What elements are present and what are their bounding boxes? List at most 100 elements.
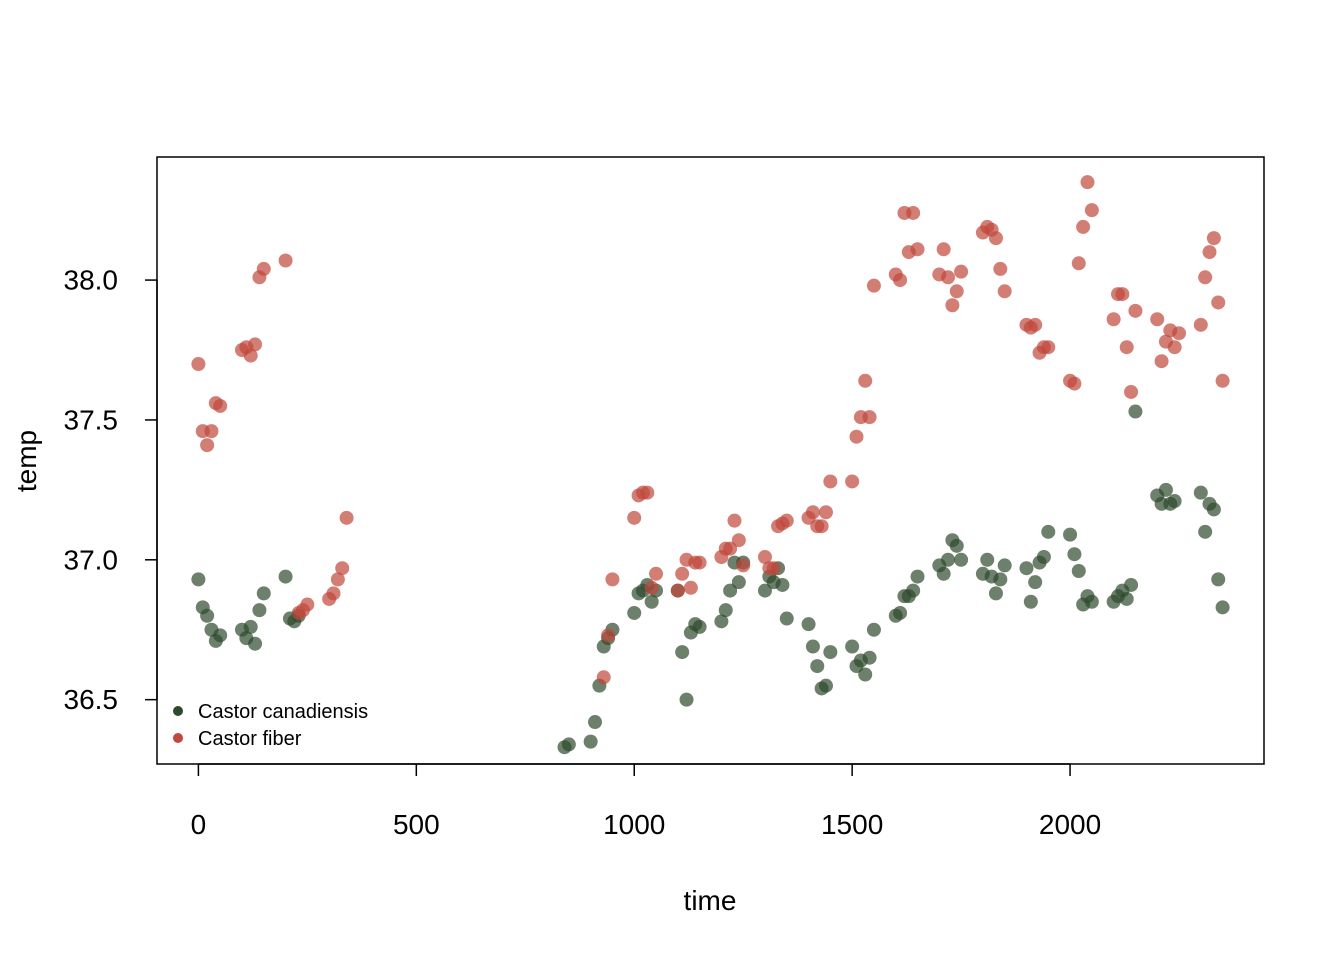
point-s0-12	[278, 569, 293, 584]
point-s1-0	[191, 356, 206, 371]
point-s1-9	[248, 337, 263, 352]
point-s1-21	[596, 670, 611, 685]
point-s1-12	[278, 253, 293, 268]
y-tick-label-2: 37.5	[64, 404, 119, 435]
legend-marker-fiber	[173, 733, 183, 743]
point-s1-94	[1124, 384, 1139, 399]
point-s0-59	[866, 622, 881, 637]
point-s1-67	[936, 242, 951, 257]
point-s0-57	[858, 667, 873, 682]
point-s1-42	[757, 550, 772, 565]
point-s0-104	[1206, 502, 1221, 517]
point-s1-96	[1150, 312, 1165, 327]
point-s0-0	[191, 572, 206, 587]
point-s1-40	[731, 533, 746, 548]
point-s1-49	[805, 505, 820, 520]
point-s0-37	[718, 603, 733, 618]
point-s0-67	[936, 566, 951, 581]
point-s1-31	[675, 566, 690, 581]
point-s1-104	[1202, 245, 1217, 260]
point-s1-93	[1119, 340, 1134, 355]
point-s0-61	[893, 605, 908, 620]
point-s0-46	[775, 577, 790, 592]
point-s1-89	[1084, 203, 1099, 218]
point-s1-86	[1071, 256, 1086, 271]
point-s1-107	[1215, 373, 1230, 388]
point-s1-28	[644, 580, 659, 595]
point-s1-76	[993, 261, 1008, 276]
point-s0-58	[862, 650, 877, 665]
x-tick-label-4: 2000	[1039, 809, 1101, 840]
point-s0-28	[644, 594, 659, 609]
point-s1-27	[640, 485, 655, 500]
y-tick-label-0: 36.5	[64, 684, 119, 715]
point-s1-103	[1198, 270, 1213, 285]
y-tick-label-3: 38.0	[64, 265, 119, 296]
legend-label-fiber: Castor fiber	[198, 728, 302, 750]
point-s0-101	[1193, 485, 1208, 500]
point-s0-84	[1063, 527, 1078, 542]
point-s1-11	[256, 261, 271, 276]
legend-label-canadiensis: Castor canadiensis	[198, 701, 368, 723]
point-s1-23	[605, 572, 620, 587]
point-s0-100	[1167, 494, 1182, 509]
point-s0-83	[1041, 524, 1056, 539]
point-s0-35	[692, 619, 707, 634]
point-s1-75	[988, 231, 1003, 246]
point-s1-85	[1067, 376, 1082, 391]
point-s1-71	[954, 264, 969, 279]
point-s0-5	[213, 628, 228, 643]
point-s0-94	[1124, 577, 1139, 592]
point-s0-8	[243, 619, 258, 634]
point-s0-82	[1036, 550, 1051, 565]
point-s1-52	[818, 505, 833, 520]
point-s1-20	[339, 510, 354, 525]
y-axis: 36.5 37.0 37.5 38.0	[64, 265, 158, 715]
point-s1-97	[1154, 354, 1169, 369]
point-s1-41	[736, 558, 751, 573]
x-tick-label-3: 1500	[821, 809, 883, 840]
point-s0-93	[1119, 591, 1134, 606]
point-s1-64	[906, 205, 921, 220]
point-s1-101	[1172, 326, 1187, 341]
point-s1-77	[997, 284, 1012, 299]
x-axis: 0 500 1000 1500 2000	[191, 763, 1101, 840]
point-s0-32	[679, 692, 694, 707]
x-tick-label-1: 500	[393, 809, 440, 840]
point-s1-47	[779, 513, 794, 528]
point-s0-47	[779, 611, 794, 626]
point-s0-64	[906, 583, 921, 598]
point-s0-19	[588, 715, 603, 730]
point-s1-30	[670, 583, 685, 598]
point-s1-68	[941, 270, 956, 285]
point-s1-38	[723, 541, 738, 556]
x-axis-title: time	[684, 885, 737, 916]
point-s1-24	[627, 510, 642, 525]
point-s1-102	[1193, 317, 1208, 332]
point-s0-71	[954, 552, 969, 567]
point-s0-2	[200, 608, 215, 623]
point-s0-53	[823, 645, 838, 660]
point-s0-73	[980, 552, 995, 567]
legend-marker-canadiensis	[173, 706, 183, 716]
point-s1-22	[601, 628, 616, 643]
y-tick-label-1: 37.0	[64, 544, 119, 575]
point-s1-5	[213, 398, 228, 413]
data-points	[191, 175, 1230, 755]
point-s1-61	[893, 273, 908, 288]
point-s0-48	[801, 617, 816, 632]
point-s1-58	[862, 410, 877, 425]
point-s1-15	[300, 597, 315, 612]
point-s0-10	[252, 603, 267, 618]
point-s1-51	[814, 519, 829, 534]
point-s1-33	[683, 580, 698, 595]
point-s0-31	[675, 645, 690, 660]
point-s0-38	[723, 583, 738, 598]
point-s0-77	[997, 558, 1012, 573]
point-s1-35	[692, 555, 707, 570]
point-s1-105	[1206, 231, 1221, 246]
point-s0-68	[941, 552, 956, 567]
plot-frame	[156, 156, 1265, 765]
point-s1-8	[243, 348, 258, 363]
